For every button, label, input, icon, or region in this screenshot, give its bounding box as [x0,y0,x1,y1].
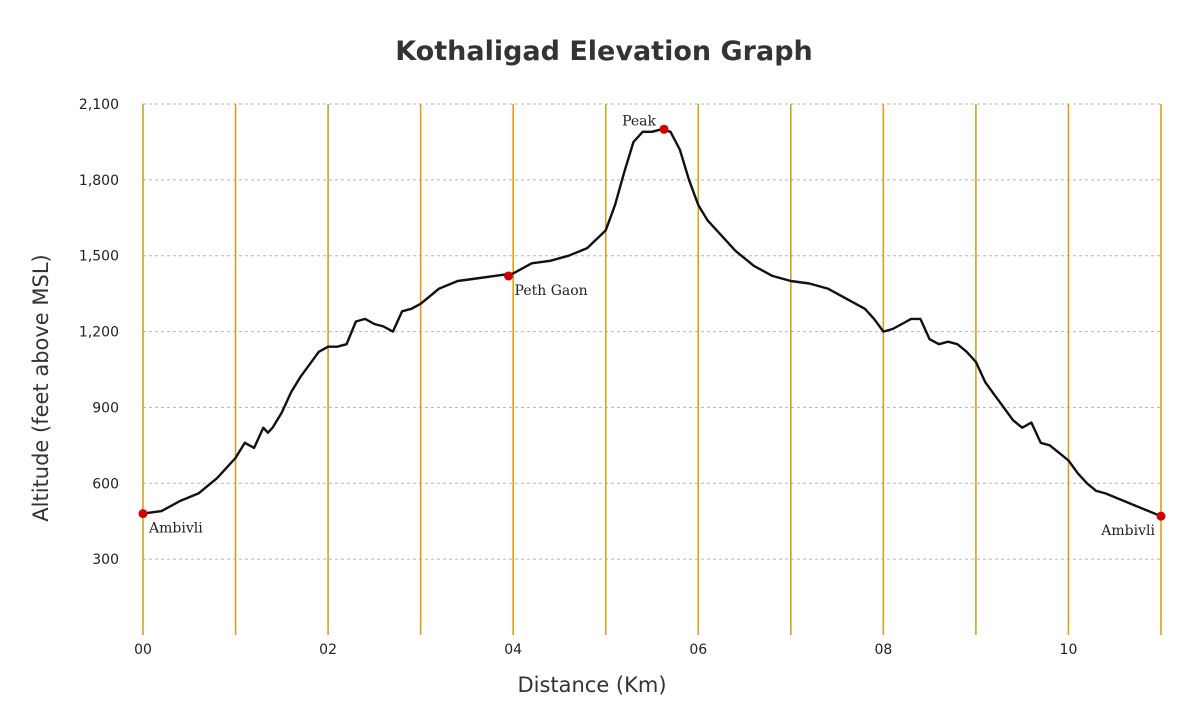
x-tick-label: 00 [134,642,152,658]
x-axis-label: Distance (Km) [517,673,666,697]
y-tick-label: 2,100 [79,97,119,113]
y-axis-ticks: 300 600 900 1,200 1,500 1,800 2,100 [79,97,119,568]
x-tick-label: 02 [319,642,337,658]
x-tick-label: 08 [874,642,892,658]
vertical-gridlines [142,104,1162,635]
annotation-label: Peth Gaon [515,283,588,299]
y-tick-label: 1,800 [79,173,119,189]
annotation-label: Ambivli [1100,523,1155,539]
elevation-line [141,128,1163,518]
annotation-marker [138,509,148,519]
y-tick-label: 1,500 [79,249,119,265]
annotation-label: Peak [622,113,656,129]
y-tick-label: 600 [92,476,119,492]
chart-title: Kothaligad Elevation Graph [395,36,813,67]
x-tick-label: 10 [1060,642,1078,658]
y-tick-label: 300 [92,552,119,568]
annotation-marker [504,271,514,281]
horizontal-gridlines [143,103,1161,560]
annotations: Ambivli Peth Gaon Peak Ambivli [138,113,1166,539]
annotation-label: Ambivli [148,521,203,537]
x-axis-ticks: 00 02 04 06 08 10 [134,642,1077,658]
x-tick-label: 04 [504,642,522,658]
x-tick-label: 06 [689,642,707,658]
annotation-marker [659,124,669,134]
y-tick-label: 900 [92,400,119,416]
y-tick-label: 1,200 [79,325,119,341]
y-axis-label: Altitude (feet above MSL) [29,254,53,521]
annotation-marker [1156,511,1166,521]
